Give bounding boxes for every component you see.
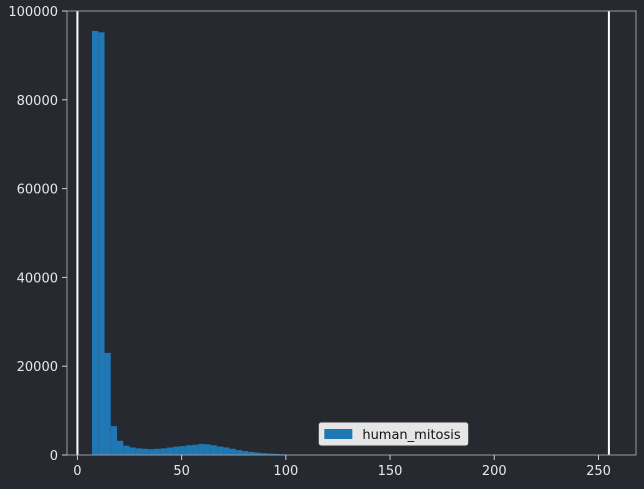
histogram-bars [92, 30, 305, 455]
histogram-bar-22 [229, 448, 236, 455]
histogram-bar-17 [198, 443, 205, 455]
histogram-bar-16 [192, 444, 199, 455]
histogram-bar-0 [92, 30, 99, 455]
histogram-bar-11 [160, 448, 168, 455]
y-tick-label-1: 20000 [17, 360, 58, 375]
histogram-bar-12 [167, 447, 174, 455]
histogram-bar-8 [142, 448, 149, 455]
histogram-bar-2 [104, 352, 111, 455]
y-tick-label-0: 0 [50, 449, 58, 464]
legend: human_mitosis [317, 421, 470, 447]
histogram-bar-1 [98, 32, 105, 455]
legend-label: human_mitosis [362, 428, 461, 443]
histogram-bar-21 [223, 447, 230, 455]
legend-box [317, 421, 470, 447]
x-tick-label-4: 200 [482, 464, 507, 479]
y-axis: 0 20000 40000 60000 80000 100000 [8, 5, 67, 464]
x-tick-label-1: 50 [173, 464, 190, 479]
x-tick-label-5: 250 [586, 464, 611, 479]
histogram-bar-27 [260, 453, 268, 455]
histogram-bar-7 [135, 448, 143, 455]
histogram-bar-10 [154, 448, 161, 455]
axes-frame [66, 10, 637, 456]
histogram-bar-13 [173, 446, 180, 455]
histogram-bar-5 [123, 445, 130, 455]
histogram-bar-9 [148, 449, 155, 455]
histogram-bar-28 [267, 453, 274, 455]
x-tick-label-2: 100 [273, 464, 298, 479]
histogram-bar-20 [217, 446, 224, 455]
vertical-marker-lines [76, 11, 610, 455]
x-axis: 0 50 100 150 200 250 [73, 455, 611, 479]
y-tick-label-2: 40000 [17, 271, 58, 286]
histogram-bar-19 [210, 445, 218, 455]
x-tick-label-3: 150 [378, 464, 403, 479]
histogram-bar-3 [110, 426, 118, 455]
histogram-bar-24 [242, 451, 249, 455]
histogram-bar-6 [129, 447, 136, 455]
histogram-bar-25 [248, 451, 255, 455]
histogram-bar-14 [179, 446, 186, 455]
histogram-bar-15 [185, 445, 193, 455]
x-tick-label-0: 0 [73, 464, 81, 479]
y-tick-label-5: 100000 [8, 5, 58, 20]
y-tick-label-3: 60000 [17, 183, 58, 198]
histogram-bar-26 [254, 452, 261, 455]
histogram-bar-4 [117, 440, 124, 455]
y-tick-label-4: 80000 [17, 94, 58, 109]
histogram-bar-29 [273, 453, 280, 455]
histogram-bar-23 [235, 450, 243, 455]
legend-swatch [324, 429, 353, 439]
histogram-bar-18 [204, 444, 211, 455]
